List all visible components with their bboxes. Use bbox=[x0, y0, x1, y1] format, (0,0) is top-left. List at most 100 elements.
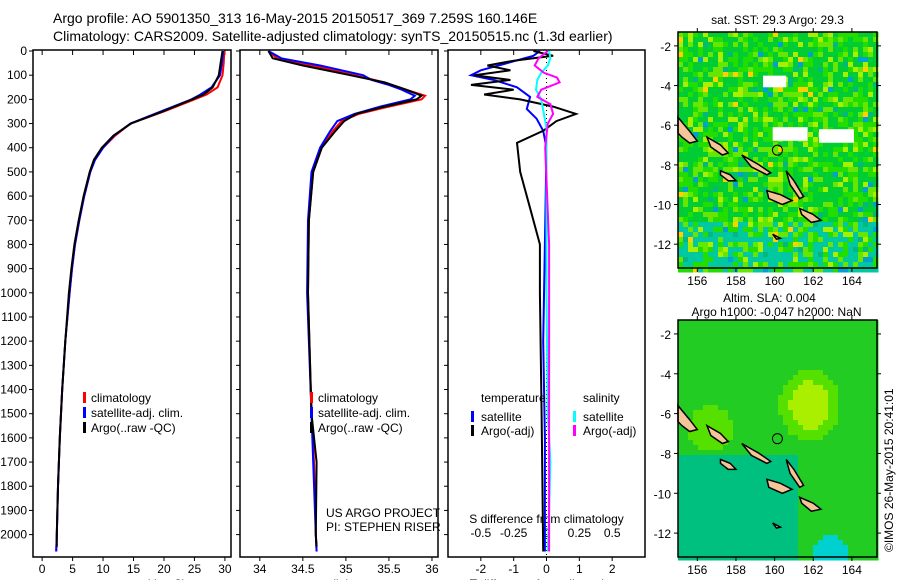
map-cell bbox=[698, 445, 704, 451]
map-cell bbox=[763, 540, 769, 546]
map-cell bbox=[838, 365, 844, 371]
map-cell bbox=[693, 410, 699, 416]
map-cell bbox=[868, 92, 874, 98]
map-cell bbox=[848, 192, 854, 198]
legend-swatch bbox=[471, 411, 474, 422]
map-cell bbox=[718, 182, 724, 188]
map-cell bbox=[693, 217, 699, 223]
map-cell bbox=[718, 490, 724, 496]
map-cell bbox=[858, 450, 864, 456]
map-cell bbox=[783, 355, 789, 361]
map-cell bbox=[778, 62, 784, 68]
map-cell bbox=[683, 410, 689, 416]
map-cell bbox=[743, 82, 749, 88]
map-cell bbox=[768, 162, 774, 168]
map-cell bbox=[693, 247, 699, 253]
map-cell bbox=[823, 325, 829, 331]
map-cell bbox=[748, 72, 754, 78]
argo-location-marker bbox=[771, 144, 783, 156]
map-cell bbox=[803, 390, 809, 396]
map-cell bbox=[718, 122, 724, 128]
map-cell bbox=[763, 445, 769, 451]
map-cell bbox=[843, 325, 849, 331]
map-cell bbox=[868, 102, 874, 108]
map-cell bbox=[793, 227, 799, 233]
map-cell bbox=[688, 142, 694, 148]
map-cell bbox=[753, 410, 759, 416]
map-cell bbox=[823, 77, 829, 83]
map-cell bbox=[683, 267, 689, 273]
map-cell bbox=[848, 510, 854, 516]
map-cell bbox=[778, 410, 784, 416]
map-cell bbox=[798, 247, 804, 253]
x-tick-label: 34 bbox=[253, 562, 267, 576]
map-cell bbox=[733, 485, 739, 491]
map-cell bbox=[828, 420, 834, 426]
map-cell bbox=[873, 52, 879, 58]
map-cell bbox=[753, 485, 759, 491]
map-cell bbox=[743, 365, 749, 371]
map-cell bbox=[708, 62, 714, 68]
map-cell bbox=[763, 510, 769, 516]
map-cell bbox=[798, 102, 804, 108]
map-cell bbox=[723, 550, 729, 556]
map-cell bbox=[818, 365, 824, 371]
map-cell bbox=[693, 460, 699, 466]
map-cell bbox=[853, 157, 859, 163]
map-cell bbox=[838, 147, 844, 153]
map-cell bbox=[848, 355, 854, 361]
map-cell bbox=[858, 182, 864, 188]
map-cell bbox=[773, 177, 779, 183]
map-cell bbox=[813, 177, 819, 183]
map-cell bbox=[798, 325, 804, 331]
map-cell bbox=[783, 395, 789, 401]
map-cell bbox=[803, 47, 809, 53]
map-cell bbox=[718, 92, 724, 98]
map-cell bbox=[763, 355, 769, 361]
map-cell bbox=[688, 77, 694, 83]
map-cell bbox=[678, 92, 684, 98]
map-cell bbox=[813, 42, 819, 48]
map-cell bbox=[843, 500, 849, 506]
map-cell bbox=[763, 430, 769, 436]
map-cell bbox=[708, 77, 714, 83]
map-cell bbox=[808, 375, 814, 381]
map-cell bbox=[748, 62, 754, 68]
lon-tick-label: 162 bbox=[803, 274, 823, 288]
map-cell bbox=[793, 320, 799, 326]
map-cell bbox=[808, 415, 814, 421]
map-cell bbox=[868, 247, 874, 253]
map-cell bbox=[843, 335, 849, 341]
map-cell bbox=[693, 490, 699, 496]
map-cell bbox=[683, 72, 689, 78]
map-cell bbox=[808, 365, 814, 371]
map-cell bbox=[698, 525, 704, 531]
map-cell bbox=[768, 445, 774, 451]
map-cell bbox=[808, 345, 814, 351]
map-cell bbox=[738, 207, 744, 213]
map-cell bbox=[843, 112, 849, 118]
map-cell bbox=[783, 410, 789, 416]
map-cell bbox=[848, 335, 854, 341]
map-cell bbox=[868, 132, 874, 138]
map-cell bbox=[728, 142, 734, 148]
map-cell bbox=[828, 450, 834, 456]
map-cell bbox=[693, 32, 699, 38]
map-cell bbox=[858, 107, 864, 113]
map-cell bbox=[738, 57, 744, 63]
map-cell bbox=[763, 237, 769, 243]
map-cell bbox=[708, 505, 714, 511]
map-cell bbox=[743, 460, 749, 466]
map-cell bbox=[808, 232, 814, 238]
map-cell bbox=[728, 475, 734, 481]
map-cell bbox=[748, 167, 754, 173]
map-cell bbox=[753, 112, 759, 118]
map-cell bbox=[743, 257, 749, 263]
map-cell bbox=[808, 117, 814, 123]
map-cell bbox=[703, 207, 709, 213]
map-cell bbox=[858, 212, 864, 218]
map-cell bbox=[813, 550, 819, 556]
map-cell bbox=[748, 232, 754, 238]
map-cell bbox=[748, 92, 754, 98]
